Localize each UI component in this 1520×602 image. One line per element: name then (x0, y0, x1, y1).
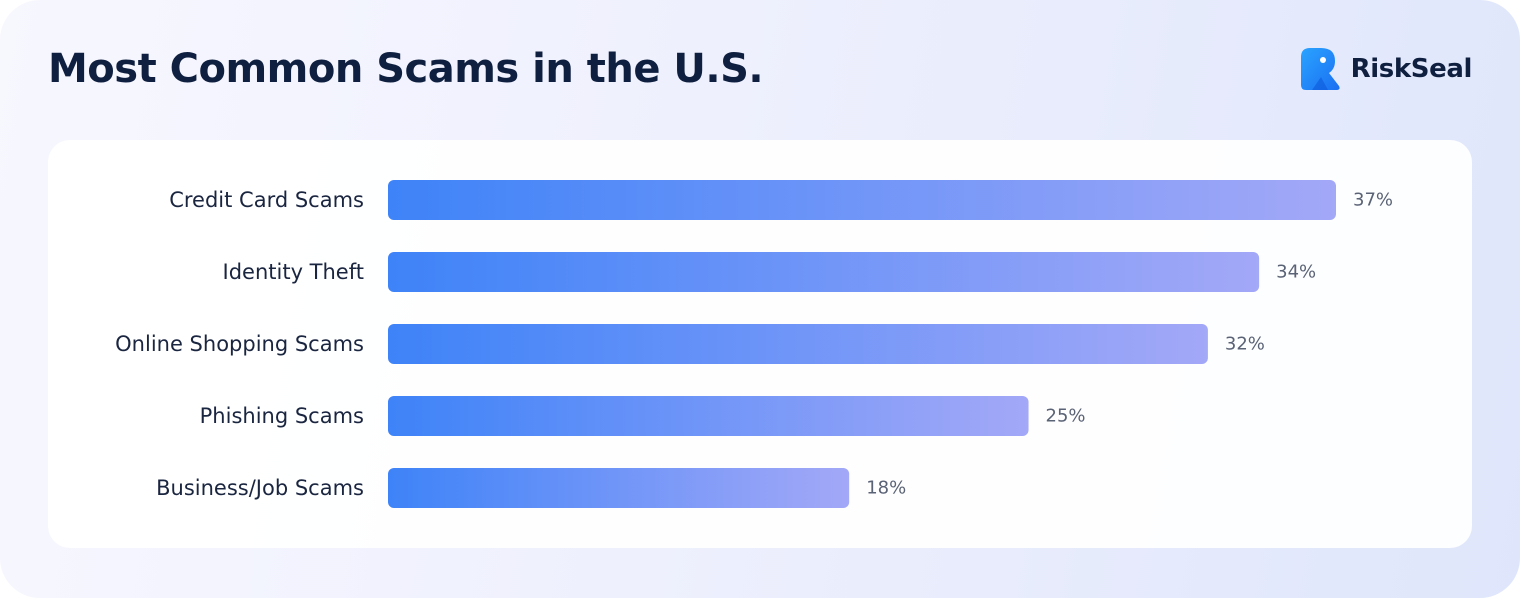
value-label: 34% (1276, 262, 1316, 283)
bar (388, 396, 1029, 436)
brand-logo: RiskSeal (1300, 48, 1473, 90)
riskseal-logo-icon (1300, 48, 1340, 90)
bar-chart: Credit Card Scams 37% Identity Theft 34% Onl… (115, 180, 1393, 508)
brand-name: RiskSeal (1350, 54, 1473, 84)
value-label: 25% (1046, 406, 1086, 427)
chart-panel: Credit Card Scams 37% Identity Theft 34% Onl… (48, 140, 1472, 548)
category-label: Phishing Scams (200, 404, 364, 428)
value-label: 32% (1225, 334, 1265, 355)
category-label: Identity Theft (223, 260, 364, 284)
category-label: Credit Card Scams (169, 188, 364, 212)
category-label: Business/Job Scams (156, 476, 364, 500)
value-label: 37% (1353, 190, 1393, 211)
category-label: Online Shopping Scams (115, 332, 364, 356)
bar (388, 180, 1336, 220)
bar (388, 252, 1260, 292)
page-title: Most Common Scams in the U.S. (48, 46, 764, 92)
bar (388, 324, 1208, 364)
value-label: 18% (866, 478, 906, 499)
bar (388, 468, 850, 508)
